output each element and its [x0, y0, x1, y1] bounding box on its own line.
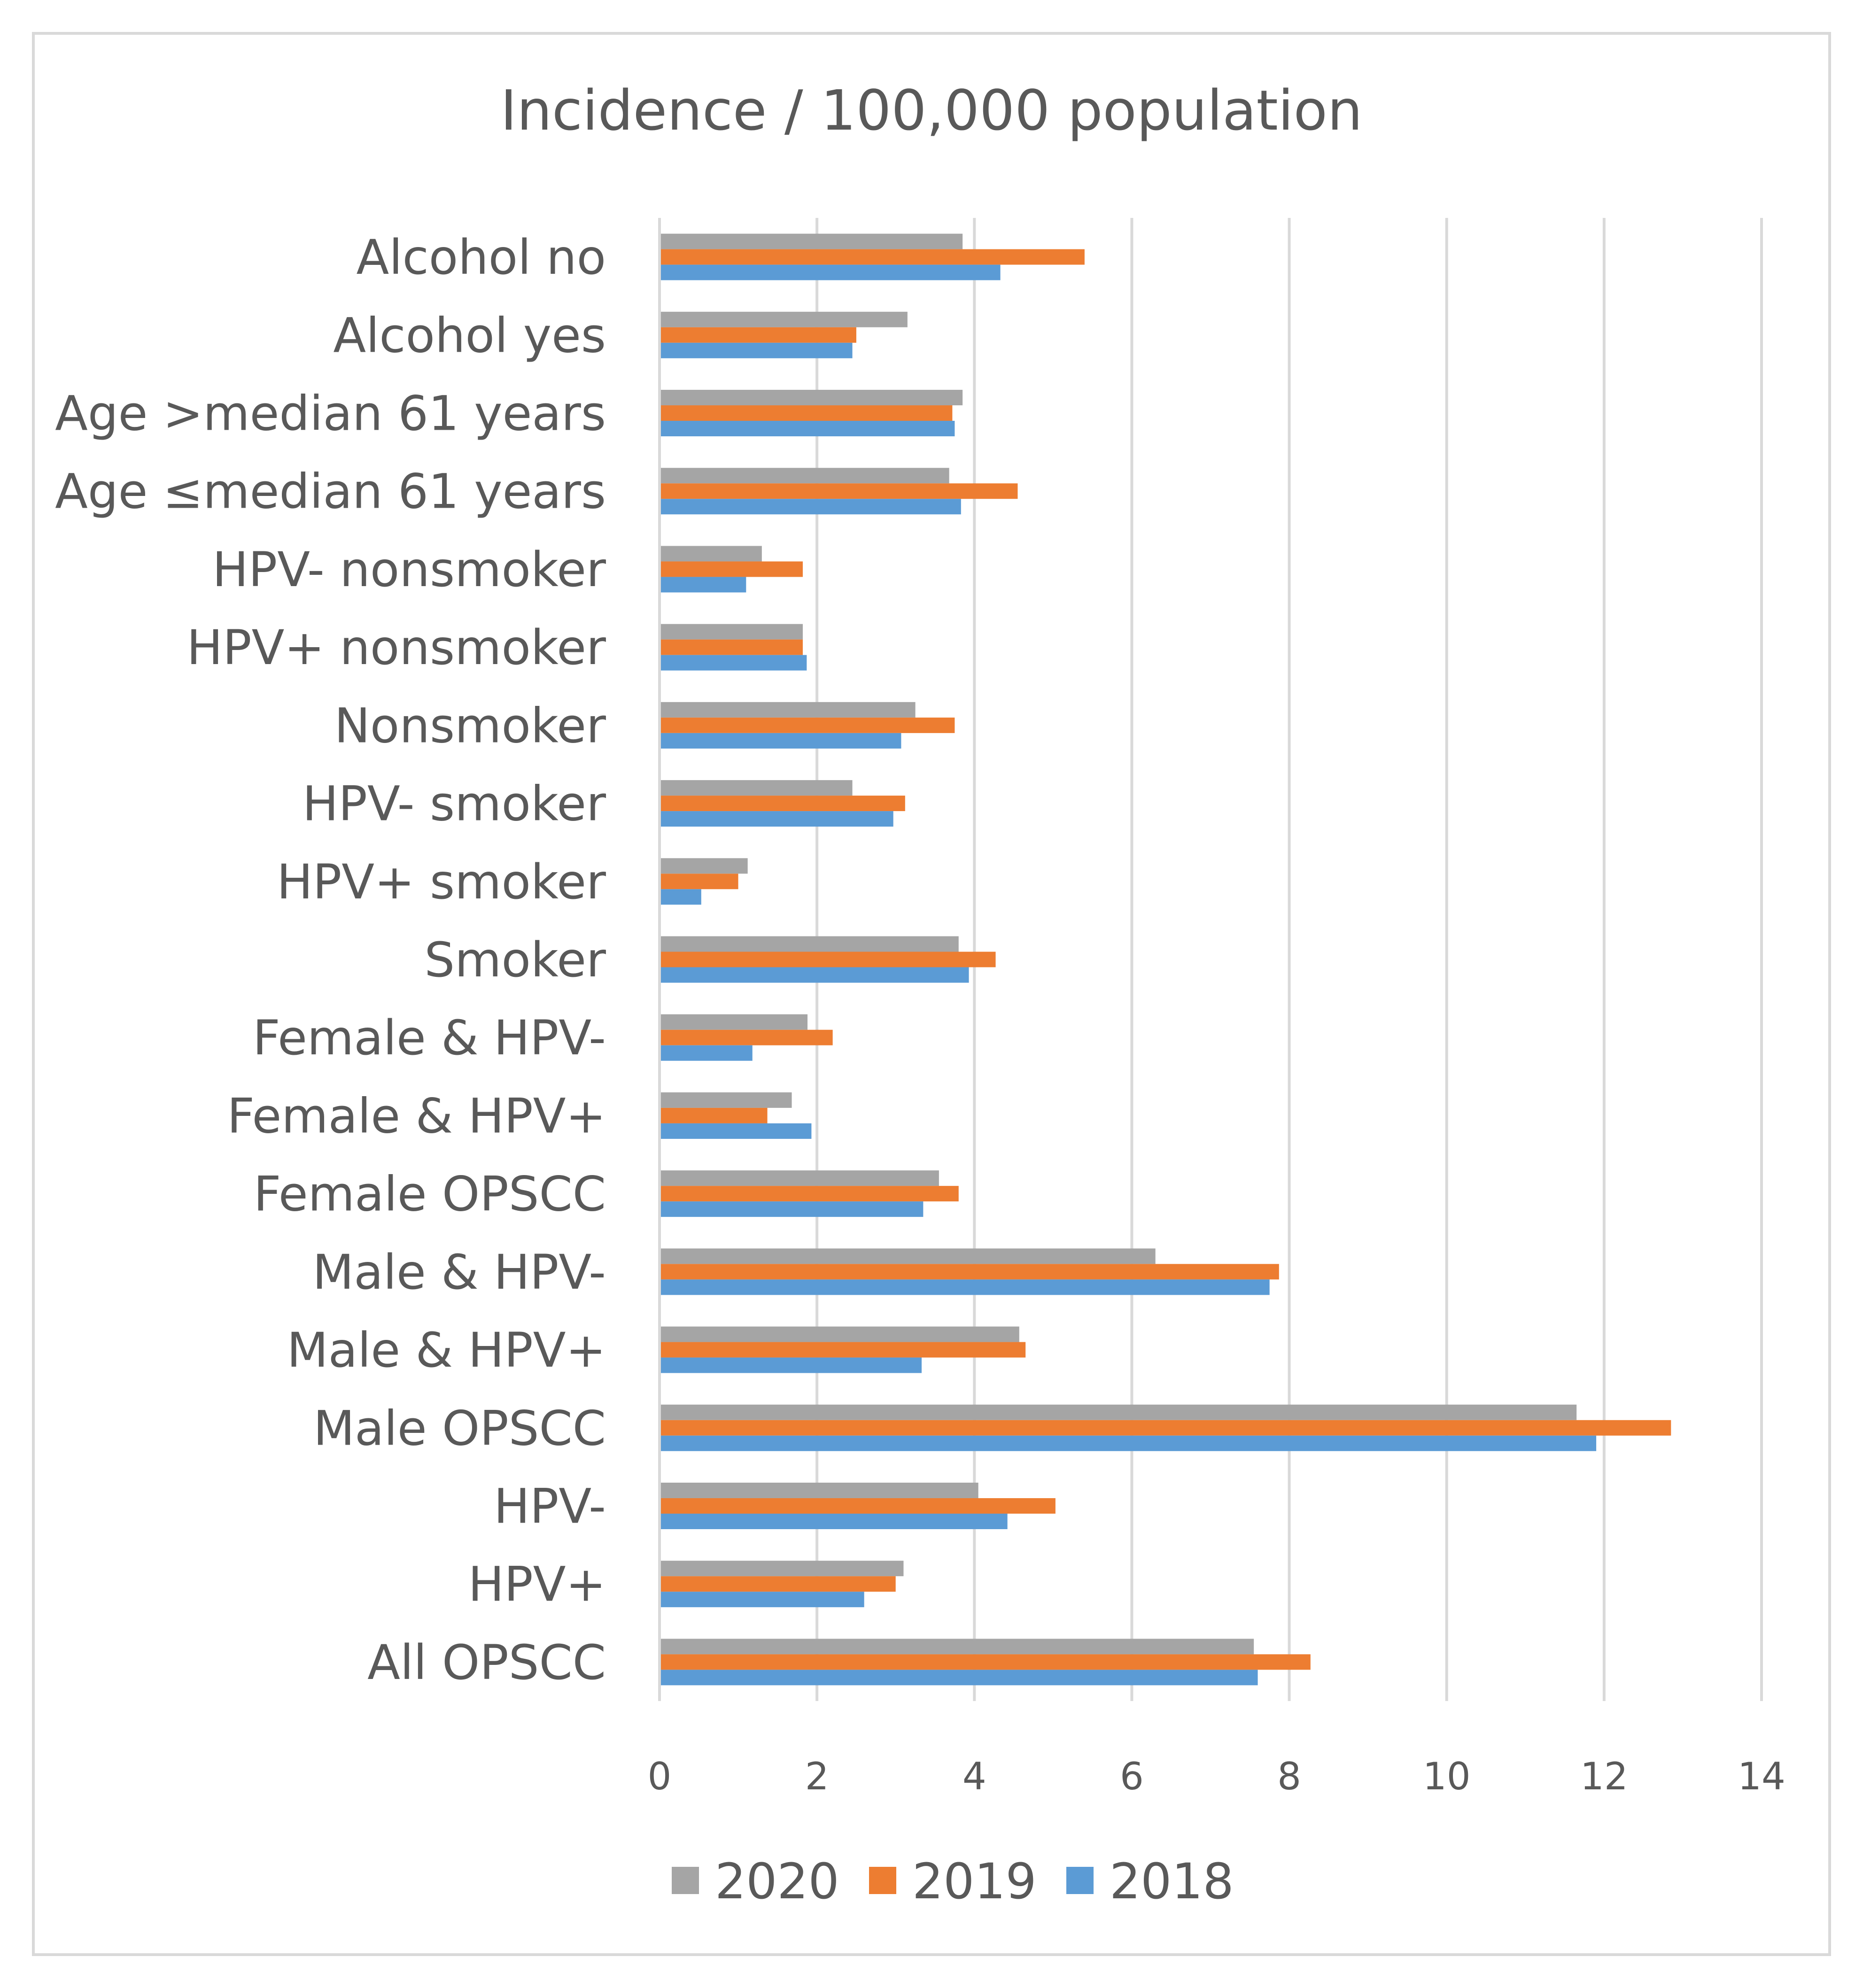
- bar-2019: [661, 1342, 1026, 1358]
- bar-2020: [661, 546, 762, 562]
- bar-2019: [661, 561, 803, 577]
- category-label: HPV+: [468, 1557, 606, 1613]
- bar-2019: [661, 1576, 896, 1592]
- bar-2019: [661, 1264, 1279, 1280]
- category-label: Alcohol no: [357, 230, 606, 286]
- bar-2019: [661, 1186, 959, 1202]
- bar-2019: [661, 405, 953, 421]
- category-label: Nonsmoker: [334, 698, 606, 754]
- chart-area: [32, 32, 1831, 1956]
- bar-2020: [661, 1092, 792, 1108]
- bar-2019: [661, 874, 738, 890]
- bar-2020: [661, 1482, 978, 1498]
- legend-swatch-2018: [1066, 1867, 1094, 1894]
- category-label: Female OPSCC: [254, 1167, 606, 1222]
- bar-2018: [661, 1592, 864, 1608]
- category-label: Female & HPV+: [227, 1088, 606, 1144]
- bar-2020: [661, 233, 963, 249]
- category-label: Age ≤median 61 years: [55, 464, 606, 520]
- x-tick-label: 4: [963, 1755, 986, 1798]
- bar-2018: [661, 577, 746, 593]
- category-label: Smoker: [424, 932, 606, 988]
- x-axis-ticks: 0 2 4 6 8 10 12 14: [648, 1755, 1785, 1798]
- bar-2018: [661, 1513, 1008, 1529]
- bar-2019: [661, 327, 856, 343]
- bar-2018: [661, 1670, 1258, 1686]
- legend-label: 2019: [912, 1853, 1037, 1910]
- category-label: Male & HPV-: [312, 1245, 606, 1300]
- bar-2020: [661, 1326, 1019, 1342]
- bar-2019: [661, 483, 1018, 499]
- bar-2018: [661, 499, 961, 515]
- category-label: HPV+ nonsmoker: [186, 620, 606, 676]
- legend-label: 2020: [715, 1853, 839, 1910]
- bar-2018: [661, 811, 893, 827]
- category-label: HPV-: [494, 1478, 606, 1534]
- category-label: HPV- nonsmoker: [212, 542, 606, 598]
- bar-2020: [661, 1404, 1577, 1420]
- bar-2018: [661, 655, 807, 671]
- legend-swatch-2019: [869, 1867, 896, 1894]
- category-label: Alcohol yes: [333, 308, 606, 364]
- bar-2018: [661, 1435, 1597, 1451]
- bar-2019: [661, 249, 1085, 265]
- category-label: All OPSCC: [367, 1635, 606, 1691]
- bar-2018: [661, 1201, 924, 1217]
- category-label: Female & HPV-: [253, 1010, 606, 1066]
- bar-2020: [661, 1170, 939, 1186]
- bar-2020: [661, 624, 803, 640]
- bar-2020: [661, 780, 853, 796]
- x-tick-label: 8: [1277, 1755, 1301, 1798]
- bars: [661, 233, 1671, 1686]
- x-tick-label: 10: [1423, 1755, 1471, 1798]
- bar-2020: [661, 1561, 904, 1577]
- legend: 2020 2019 2018: [672, 1853, 1234, 1910]
- bar-2019: [661, 1029, 833, 1045]
- bar-2019: [661, 1654, 1311, 1670]
- category-label: Male OPSCC: [313, 1400, 606, 1456]
- bar-2019: [661, 951, 996, 967]
- gridlines: [658, 218, 1763, 1701]
- category-label: HPV+ smoker: [277, 854, 606, 910]
- bar-2020: [661, 1248, 1156, 1264]
- bar-2018: [661, 1123, 812, 1139]
- bar-2018: [661, 264, 1001, 280]
- legend-swatch-2020: [672, 1867, 699, 1894]
- x-tick-label: 14: [1738, 1755, 1785, 1798]
- bar-2020: [661, 468, 949, 484]
- bar-2020: [661, 311, 908, 327]
- x-tick-label: 0: [648, 1755, 672, 1798]
- bar-2019: [661, 1420, 1671, 1436]
- category-label: HPV- smoker: [303, 776, 606, 832]
- category-label: Age >median 61 years: [55, 386, 606, 442]
- bar-2020: [661, 702, 916, 718]
- bar-2018: [661, 733, 901, 749]
- category-labels: Alcohol no Alcohol yes Age >median 61 year…: [55, 230, 606, 1691]
- bar-2018: [661, 1045, 753, 1061]
- bar-2019: [661, 1498, 1056, 1514]
- bar-2019: [661, 796, 905, 812]
- bar-2018: [661, 967, 969, 983]
- bar-2020: [661, 390, 963, 406]
- bar-2018: [661, 342, 853, 358]
- bar-2018: [661, 1357, 922, 1373]
- legend-label: 2018: [1110, 1853, 1234, 1910]
- x-tick-label: 6: [1120, 1755, 1144, 1798]
- chart-title: Incidence / 100,000 population: [500, 78, 1362, 143]
- bar-2018: [661, 421, 955, 437]
- category-label: Male & HPV+: [287, 1323, 606, 1378]
- bar-2018: [661, 1279, 1270, 1295]
- bar-2019: [661, 1107, 768, 1123]
- bar-2019: [661, 639, 803, 655]
- bar-2020: [661, 1014, 808, 1030]
- bar-2018: [661, 889, 701, 905]
- bar-2020: [661, 936, 959, 952]
- x-tick-label: 12: [1580, 1755, 1628, 1798]
- x-tick-label: 2: [805, 1755, 829, 1798]
- bar-2019: [661, 717, 955, 733]
- bar-2020: [661, 858, 748, 874]
- bar-2020: [661, 1639, 1254, 1655]
